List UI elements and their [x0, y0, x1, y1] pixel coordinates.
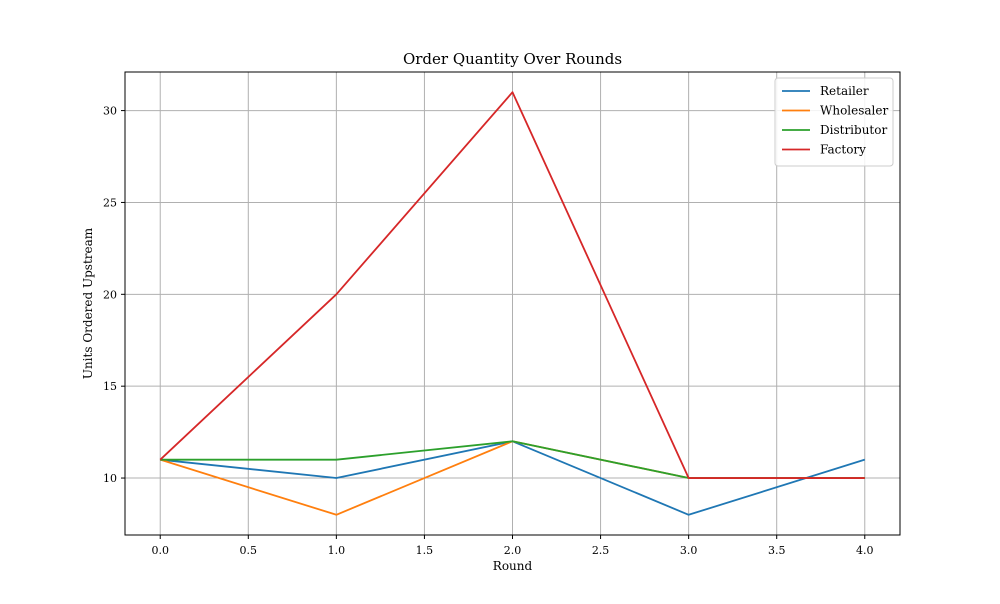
y-tick-label: 10 — [103, 472, 117, 485]
x-tick-label: 3.0 — [680, 544, 698, 557]
x-axis-label: Round — [493, 559, 533, 573]
y-axis-label: Units Ordered Upstream — [81, 227, 95, 379]
x-tick-label: 2.0 — [504, 544, 522, 557]
x-tick-label: 0.5 — [240, 544, 258, 557]
legend-box — [774, 77, 894, 167]
x-tick-label: 4.0 — [856, 544, 874, 557]
legend: Retailer Wholesaler Distributor Factory — [774, 77, 894, 167]
series-line-factory — [159, 91, 865, 479]
y-tick-label: 15 — [103, 380, 117, 393]
legend-label-wholesaler: Wholesaler — [820, 104, 888, 118]
legend-label-retailer: Retailer — [820, 84, 869, 98]
legend-label-factory: Factory — [820, 143, 866, 157]
tick-layer: 0.0 0.5 1.0 1.5 2.0 2.5 3.0 3.5 4.0 10 15 20 25 30 — [103, 105, 874, 557]
x-tick-label: 1.5 — [416, 544, 434, 557]
x-tick-label: 3.5 — [768, 544, 786, 557]
y-tick-label: 20 — [103, 288, 117, 301]
series-layer — [159, 91, 866, 516]
y-tick-label: 25 — [103, 196, 117, 209]
x-tick-label: 0.0 — [151, 544, 169, 557]
x-tick-label: 2.5 — [592, 544, 610, 557]
x-tick-label: 1.0 — [328, 544, 346, 557]
chart-title: Order Quantity Over Rounds — [403, 50, 622, 68]
legend-label-distributor: Distributor — [820, 123, 887, 137]
y-tick-label: 30 — [103, 105, 117, 118]
